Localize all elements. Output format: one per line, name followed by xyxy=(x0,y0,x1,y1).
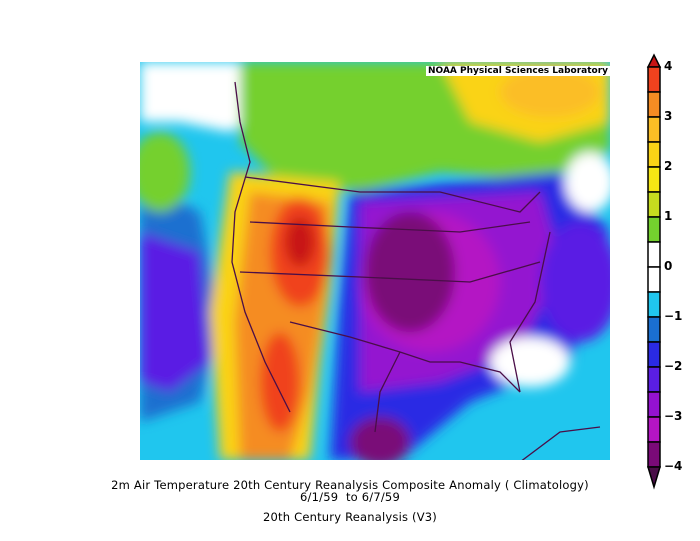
colorbar-tick-label: −3 xyxy=(664,409,683,423)
colorbar-segment xyxy=(647,341,661,368)
colorbar-segment xyxy=(647,241,661,268)
credit-label: NOAA Physical Sciences Laboratory xyxy=(426,66,611,76)
colorbar-tick-label: 3 xyxy=(664,109,673,123)
colorbar-segment xyxy=(647,316,661,343)
colorbar-segment xyxy=(647,66,661,93)
colorbar-tick-label: −1 xyxy=(664,309,683,323)
colorbar-tick-label: 1 xyxy=(664,209,673,223)
colorbar-under-arrow xyxy=(646,466,662,490)
colorbar-segment xyxy=(647,291,661,318)
colorbar-over-arrow xyxy=(646,53,662,68)
colorbar-segment xyxy=(647,191,661,218)
colorbar-segment xyxy=(647,116,661,143)
colorbar-tick-label: 2 xyxy=(664,159,673,173)
anomaly-map-canvas xyxy=(140,62,610,460)
colorbar-segment xyxy=(647,441,661,468)
colorbar-tick-label: 4 xyxy=(664,59,673,73)
colorbar xyxy=(646,53,662,490)
colorbar-segment xyxy=(647,391,661,418)
colorbar-segment xyxy=(647,366,661,393)
colorbar-tick-label: 0 xyxy=(664,259,673,273)
dataset-label: 20th Century Reanalysis (V3) xyxy=(263,510,437,524)
colorbar-segment xyxy=(647,416,661,443)
colorbar-segment xyxy=(647,91,661,118)
colorbar-tick-label: −2 xyxy=(664,359,683,373)
map-title: 2m Air Temperature 20th Century Reanalys… xyxy=(111,478,589,492)
colorbar-segment xyxy=(647,216,661,243)
colorbar-segment xyxy=(647,266,661,293)
colorbar-segment xyxy=(647,141,661,168)
colorbar-tick-label: −4 xyxy=(664,459,683,473)
colorbar-segment xyxy=(647,166,661,193)
date-range: 6/1/59 to 6/7/59 xyxy=(300,490,400,504)
anomaly-map xyxy=(140,62,610,460)
